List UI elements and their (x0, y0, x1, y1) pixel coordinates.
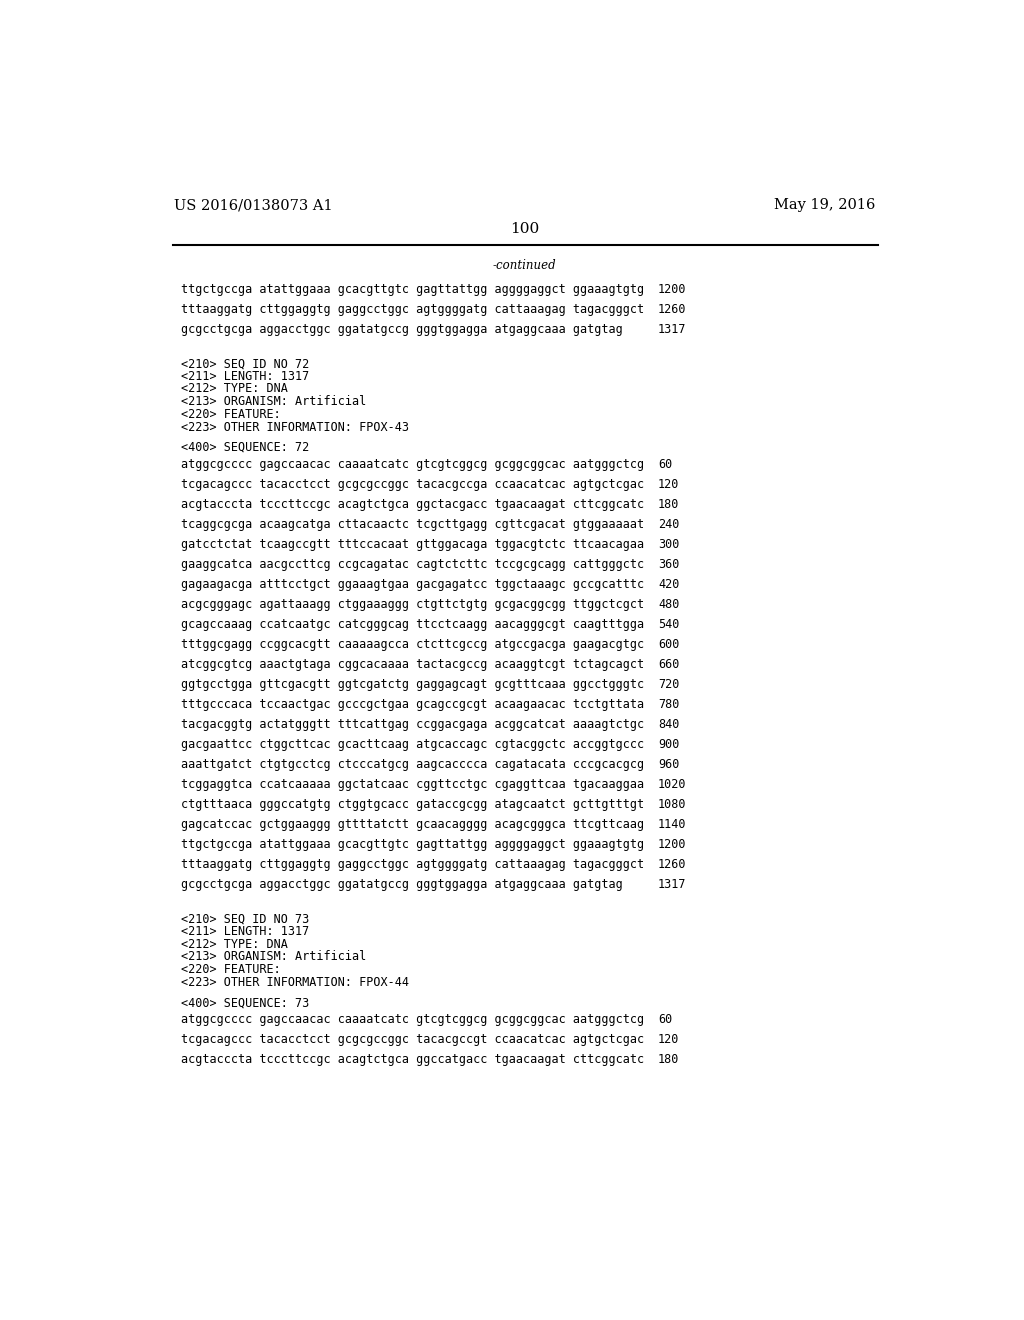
Text: gagaagacga atttcctgct ggaaagtgaa gacgagatcc tggctaaagc gccgcatttc: gagaagacga atttcctgct ggaaagtgaa gacgaga… (180, 578, 644, 591)
Text: 780: 780 (658, 698, 680, 711)
Text: 240: 240 (658, 517, 680, 531)
Text: <211> LENGTH: 1317: <211> LENGTH: 1317 (180, 370, 309, 383)
Text: <212> TYPE: DNA: <212> TYPE: DNA (180, 383, 288, 396)
Text: acgcgggagc agattaaagg ctggaaaggg ctgttctgtg gcgacggcgg ttggctcgct: acgcgggagc agattaaagg ctggaaaggg ctgttct… (180, 598, 644, 611)
Text: -continued: -continued (493, 259, 557, 272)
Text: 1080: 1080 (658, 799, 687, 812)
Text: tcgacagccc tacacctcct gcgcgccggc tacacgccgt ccaacatcac agtgctcgac: tcgacagccc tacacctcct gcgcgccggc tacacgc… (180, 1034, 644, 1047)
Text: <220> FEATURE:: <220> FEATURE: (180, 408, 281, 421)
Text: <223> OTHER INFORMATION: FPOX-44: <223> OTHER INFORMATION: FPOX-44 (180, 975, 409, 989)
Text: <210> SEQ ID NO 72: <210> SEQ ID NO 72 (180, 358, 309, 370)
Text: <212> TYPE: DNA: <212> TYPE: DNA (180, 937, 288, 950)
Text: 60: 60 (658, 1014, 673, 1026)
Text: 480: 480 (658, 598, 680, 611)
Text: 540: 540 (658, 618, 680, 631)
Text: tcaggcgcga acaagcatga cttacaactc tcgcttgagg cgttcgacat gtggaaaaat: tcaggcgcga acaagcatga cttacaactc tcgcttg… (180, 517, 644, 531)
Text: 60: 60 (658, 458, 673, 471)
Text: tttaaggatg cttggaggtg gaggcctggc agtggggatg cattaaagag tagacgggct: tttaaggatg cttggaggtg gaggcctggc agtgggg… (180, 304, 644, 317)
Text: gcagccaaag ccatcaatgc catcgggcag ttcctcaagg aacagggcgt caagtttgga: gcagccaaag ccatcaatgc catcgggcag ttcctca… (180, 618, 644, 631)
Text: <400> SEQUENCE: 72: <400> SEQUENCE: 72 (180, 441, 309, 454)
Text: 1317: 1317 (658, 323, 687, 337)
Text: gaaggcatca aacgccttcg ccgcagatac cagtctcttc tccgcgcagg cattgggctc: gaaggcatca aacgccttcg ccgcagatac cagtctc… (180, 558, 644, 572)
Text: acgtacccta tcccttccgc acagtctgca ggctacgacc tgaacaagat cttcggcatc: acgtacccta tcccttccgc acagtctgca ggctacg… (180, 498, 644, 511)
Text: 900: 900 (658, 738, 680, 751)
Text: 180: 180 (658, 1053, 680, 1067)
Text: tcgacagccc tacacctcct gcgcgccggc tacacgccga ccaacatcac agtgctcgac: tcgacagccc tacacctcct gcgcgccggc tacacgc… (180, 478, 644, 491)
Text: <220> FEATURE:: <220> FEATURE: (180, 964, 281, 975)
Text: 100: 100 (510, 222, 540, 235)
Text: 720: 720 (658, 678, 680, 692)
Text: tcggaggtca ccatcaaaaa ggctatcaac cggttcctgc cgaggttcaa tgacaaggaa: tcggaggtca ccatcaaaaa ggctatcaac cggttcc… (180, 779, 644, 791)
Text: aaattgatct ctgtgcctcg ctcccatgcg aagcacccca cagatacata cccgcacgcg: aaattgatct ctgtgcctcg ctcccatgcg aagcacc… (180, 758, 644, 771)
Text: 1140: 1140 (658, 818, 687, 832)
Text: ctgtttaaca gggccatgtg ctggtgcacc gataccgcgg atagcaatct gcttgtttgt: ctgtttaaca gggccatgtg ctggtgcacc gataccg… (180, 799, 644, 812)
Text: <211> LENGTH: 1317: <211> LENGTH: 1317 (180, 925, 309, 939)
Text: tttggcgagg ccggcacgtt caaaaagcca ctcttcgccg atgccgacga gaagacgtgc: tttggcgagg ccggcacgtt caaaaagcca ctcttcg… (180, 638, 644, 651)
Text: <210> SEQ ID NO 73: <210> SEQ ID NO 73 (180, 912, 309, 925)
Text: ttgctgccga atattggaaa gcacgttgtc gagttattgg aggggaggct ggaaagtgtg: ttgctgccga atattggaaa gcacgttgtc gagttat… (180, 838, 644, 851)
Text: <213> ORGANISM: Artificial: <213> ORGANISM: Artificial (180, 950, 366, 964)
Text: 660: 660 (658, 659, 680, 671)
Text: 180: 180 (658, 498, 680, 511)
Text: atggcgcccc gagccaacac caaaatcatc gtcgtcggcg gcggcggcac aatgggctcg: atggcgcccc gagccaacac caaaatcatc gtcgtcg… (180, 1014, 644, 1026)
Text: ttgctgccga atattggaaa gcacgttgtc gagttattgg aggggaggct ggaaagtgtg: ttgctgccga atattggaaa gcacgttgtc gagttat… (180, 284, 644, 296)
Text: 420: 420 (658, 578, 680, 591)
Text: 960: 960 (658, 758, 680, 771)
Text: 1260: 1260 (658, 304, 687, 317)
Text: <400> SEQUENCE: 73: <400> SEQUENCE: 73 (180, 997, 309, 1010)
Text: 600: 600 (658, 638, 680, 651)
Text: 360: 360 (658, 558, 680, 572)
Text: 1020: 1020 (658, 779, 687, 791)
Text: 840: 840 (658, 718, 680, 731)
Text: 1260: 1260 (658, 858, 687, 871)
Text: 120: 120 (658, 1034, 680, 1047)
Text: 1200: 1200 (658, 284, 687, 296)
Text: tttaaggatg cttggaggtg gaggcctggc agtggggatg cattaaagag tagacgggct: tttaaggatg cttggaggtg gaggcctggc agtgggg… (180, 858, 644, 871)
Text: <213> ORGANISM: Artificial: <213> ORGANISM: Artificial (180, 395, 366, 408)
Text: gatcctctat tcaagccgtt tttccacaat gttggacaga tggacgtctc ttcaacagaa: gatcctctat tcaagccgtt tttccacaat gttggac… (180, 539, 644, 550)
Text: gacgaattcc ctggcttcac gcacttcaag atgcaccagc cgtacggctc accggtgccc: gacgaattcc ctggcttcac gcacttcaag atgcacc… (180, 738, 644, 751)
Text: gcgcctgcga aggacctggc ggatatgccg gggtggagga atgaggcaaa gatgtag: gcgcctgcga aggacctggc ggatatgccg gggtgga… (180, 878, 623, 891)
Text: May 19, 2016: May 19, 2016 (774, 198, 876, 213)
Text: 120: 120 (658, 478, 680, 491)
Text: US 2016/0138073 A1: US 2016/0138073 A1 (174, 198, 333, 213)
Text: 1200: 1200 (658, 838, 687, 851)
Text: atcggcgtcg aaactgtaga cggcacaaaa tactacgccg acaaggtcgt tctagcagct: atcggcgtcg aaactgtaga cggcacaaaa tactacg… (180, 659, 644, 671)
Text: atggcgcccc gagccaacac caaaatcatc gtcgtcggcg gcggcggcac aatgggctcg: atggcgcccc gagccaacac caaaatcatc gtcgtcg… (180, 458, 644, 471)
Text: <223> OTHER INFORMATION: FPOX-43: <223> OTHER INFORMATION: FPOX-43 (180, 421, 409, 433)
Text: gcgcctgcga aggacctggc ggatatgccg gggtggagga atgaggcaaa gatgtag: gcgcctgcga aggacctggc ggatatgccg gggtgga… (180, 323, 623, 337)
Text: tttgcccaca tccaactgac gcccgctgaa gcagccgcgt acaagaacac tcctgttata: tttgcccaca tccaactgac gcccgctgaa gcagccg… (180, 698, 644, 711)
Text: acgtacccta tcccttccgc acagtctgca ggccatgacc tgaacaagat cttcggcatc: acgtacccta tcccttccgc acagtctgca ggccatg… (180, 1053, 644, 1067)
Text: tacgacggtg actatgggtt tttcattgag ccggacgaga acggcatcat aaaagtctgc: tacgacggtg actatgggtt tttcattgag ccggacg… (180, 718, 644, 731)
Text: 300: 300 (658, 539, 680, 550)
Text: 1317: 1317 (658, 878, 687, 891)
Text: ggtgcctgga gttcgacgtt ggtcgatctg gaggagcagt gcgtttcaaa ggcctgggtc: ggtgcctgga gttcgacgtt ggtcgatctg gaggagc… (180, 678, 644, 692)
Text: gagcatccac gctggaaggg gttttatctt gcaacagggg acagcgggca ttcgttcaag: gagcatccac gctggaaggg gttttatctt gcaacag… (180, 818, 644, 832)
